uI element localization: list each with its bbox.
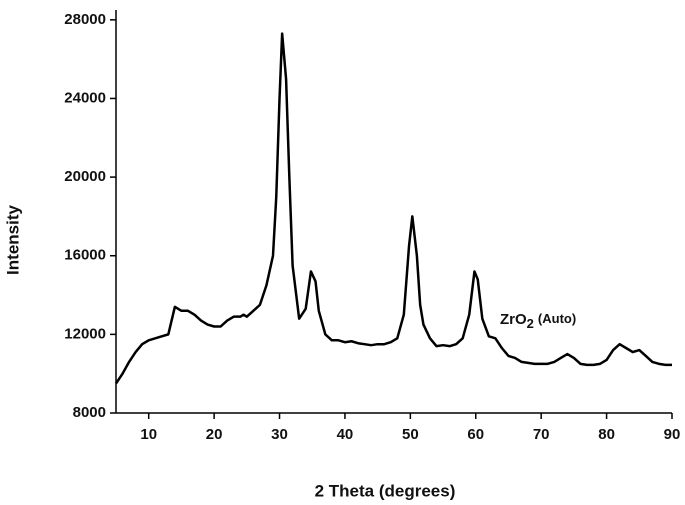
x-tick-label: 10 (140, 426, 157, 443)
y-tick-label: 12000 (64, 325, 106, 342)
annotation-text: ZrO (500, 311, 527, 328)
x-tick-label: 80 (598, 426, 615, 443)
x-axis-label: 2 Theta (degrees) (315, 481, 456, 500)
line (114, 32, 672, 385)
y-tick-label: 24000 (64, 89, 106, 106)
x-tick-label: 90 (664, 426, 681, 443)
x-tick-label: 40 (337, 426, 354, 443)
x-tick-label: 30 (271, 426, 288, 443)
annotation-text: (Auto) (538, 311, 576, 326)
annotation-subscript: 2 (527, 316, 534, 331)
y-tick-label: 20000 (64, 168, 106, 185)
x-tick-label: 70 (533, 426, 550, 443)
y-tick-label: 8000 (73, 404, 106, 421)
y-tick-label: 28000 (64, 11, 106, 28)
y-axis-label: Intensity (3, 205, 22, 275)
annotation: ZrO2 (Auto) (500, 311, 576, 331)
y-tick-label: 16000 (64, 247, 106, 264)
x-tick-label: 20 (206, 426, 223, 443)
x-tick-label: 60 (467, 426, 484, 443)
x-tick-label: 50 (402, 426, 419, 443)
